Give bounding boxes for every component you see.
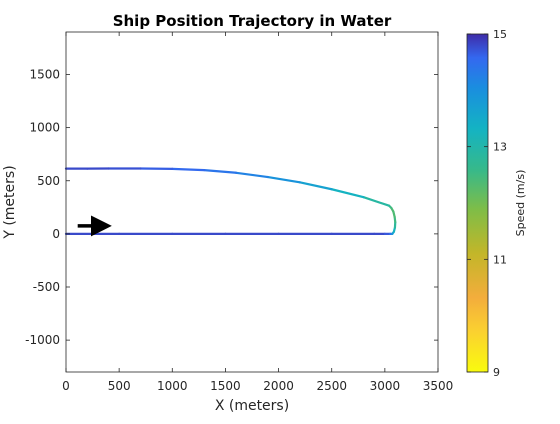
x-tick-label: 0 — [62, 379, 70, 393]
colorbar-tick-label: 15 — [493, 28, 507, 41]
x-axis-label: X (meters) — [215, 398, 289, 414]
colorbar — [467, 34, 488, 372]
y-axis-label: Y (meters) — [2, 165, 18, 239]
colorbar-tick-label: 13 — [493, 141, 507, 154]
x-tick-label: 1000 — [157, 379, 188, 393]
colorbar-tick-label: 11 — [493, 253, 507, 266]
chart-title: Ship Position Trajectory in Water — [113, 12, 392, 30]
x-tick-label: 500 — [108, 379, 131, 393]
y-tick-label: -500 — [33, 280, 60, 294]
colorbar-label: Speed (m/s) — [514, 170, 527, 237]
x-tick-label: 1500 — [210, 379, 241, 393]
trajectory-segment — [172, 169, 204, 170]
plot-area — [66, 32, 438, 372]
x-tick-label: 2500 — [316, 379, 347, 393]
x-tick-label: 3500 — [423, 379, 454, 393]
y-tick-label: 500 — [37, 174, 60, 188]
x-tick-label: 3000 — [370, 379, 401, 393]
y-tick-label: 1000 — [29, 121, 60, 135]
x-tick-label: 2000 — [263, 379, 294, 393]
y-tick-label: 0 — [52, 227, 60, 241]
y-tick-label: -1000 — [25, 333, 60, 347]
colorbar-tick-label: 9 — [493, 366, 500, 379]
y-tick-label: 1500 — [29, 68, 60, 82]
